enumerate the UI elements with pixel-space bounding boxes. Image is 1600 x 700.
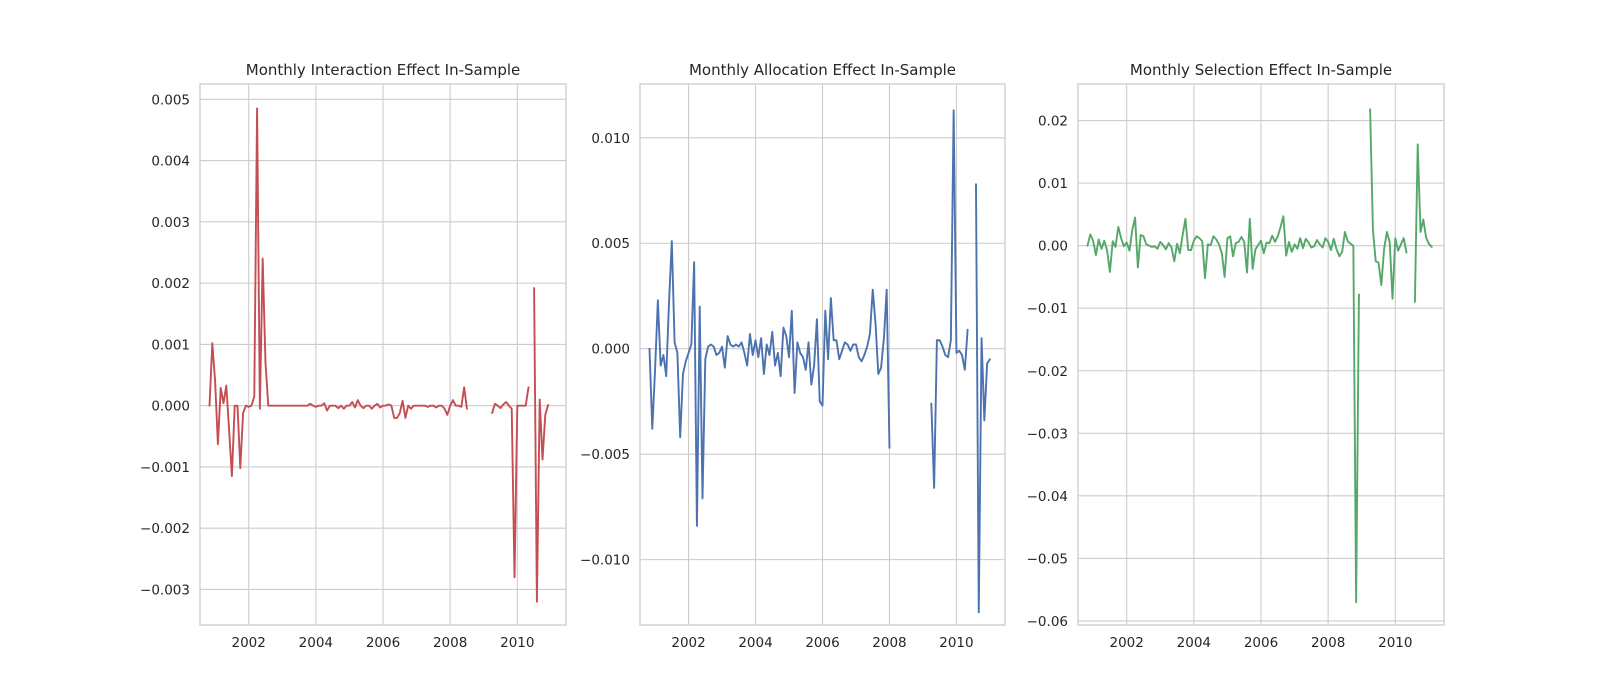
series-line-segment-3 — [533, 287, 550, 603]
y-tick-label: −0.06 — [1027, 614, 1068, 630]
series-line-segment-1 — [648, 240, 891, 527]
x-tick-label: 2004 — [299, 635, 333, 651]
x-tick-label: 2010 — [939, 635, 973, 651]
chart-title: Monthly Selection Effect In-Sample — [1130, 61, 1392, 79]
y-tick-label: −0.005 — [580, 447, 630, 463]
y-tick-label: 0.010 — [591, 131, 630, 147]
series-line-segment-1 — [208, 107, 468, 478]
x-tick-label: 2006 — [1244, 635, 1278, 651]
series-line-segment-3 — [1413, 143, 1433, 303]
x-tick-label: 2002 — [1110, 635, 1144, 651]
chart-title: Monthly Allocation Effect In-Sample — [689, 61, 956, 79]
x-tick-label: 2002 — [671, 635, 705, 651]
chart-panel-3: Monthly Selection Effect In-Sample 2002 20… — [1027, 61, 1445, 651]
y-tick-label: −0.02 — [1027, 364, 1068, 380]
y-tick-label: −0.003 — [140, 582, 190, 598]
plot-frame — [199, 83, 567, 626]
x-tick-label: 2002 — [232, 635, 266, 651]
y-tick-label: 0.003 — [151, 215, 190, 231]
y-tick-label: 0.001 — [151, 337, 190, 353]
y-tick-label: 0.00 — [1038, 239, 1068, 255]
y-tick-label: 0.002 — [151, 276, 190, 292]
y-tick-label: 0.004 — [151, 154, 190, 170]
chart-title: Monthly Interaction Effect In-Sample — [246, 61, 521, 79]
x-tick-label: 2006 — [366, 635, 400, 651]
y-tick-label: −0.001 — [140, 460, 190, 476]
y-tick-label: 0.02 — [1038, 114, 1068, 130]
x-tick-label: 2004 — [738, 635, 772, 651]
chart-panel-2: Monthly Allocation Effect In-Sample 2002 2… — [580, 61, 1006, 651]
y-tick-label: −0.010 — [580, 553, 630, 569]
x-tick-label: 2004 — [1177, 635, 1211, 651]
series-line-segment-1 — [1086, 215, 1360, 604]
chart-panel-1: Monthly Interaction Effect In-Sample 2002… — [140, 61, 567, 651]
x-tick-label: 2006 — [805, 635, 839, 651]
y-tick-label: 0.000 — [591, 342, 630, 358]
y-tick-label: 0.005 — [151, 92, 190, 108]
y-tick-label: −0.002 — [140, 521, 190, 537]
x-tick-label: 2008 — [872, 635, 906, 651]
plot-frame — [1077, 83, 1445, 626]
x-tick-label: 2008 — [1311, 635, 1345, 651]
series-line-segment-2 — [491, 386, 530, 579]
series-line-segment-2 — [930, 109, 969, 489]
x-tick-label: 2010 — [1378, 635, 1412, 651]
y-tick-label: 0.01 — [1038, 176, 1068, 192]
x-tick-label: 2008 — [433, 635, 467, 651]
plot-frame — [639, 83, 1006, 626]
y-tick-label: −0.03 — [1027, 426, 1068, 442]
y-tick-label: −0.04 — [1027, 489, 1068, 505]
y-tick-label: 0.000 — [151, 399, 190, 415]
y-tick-label: −0.01 — [1027, 301, 1068, 317]
y-tick-label: 0.005 — [591, 236, 630, 252]
series-line-segment-2 — [1369, 108, 1408, 300]
series-line-segment-3 — [975, 183, 991, 614]
y-tick-label: −0.05 — [1027, 551, 1068, 567]
x-tick-label: 2010 — [500, 635, 534, 651]
